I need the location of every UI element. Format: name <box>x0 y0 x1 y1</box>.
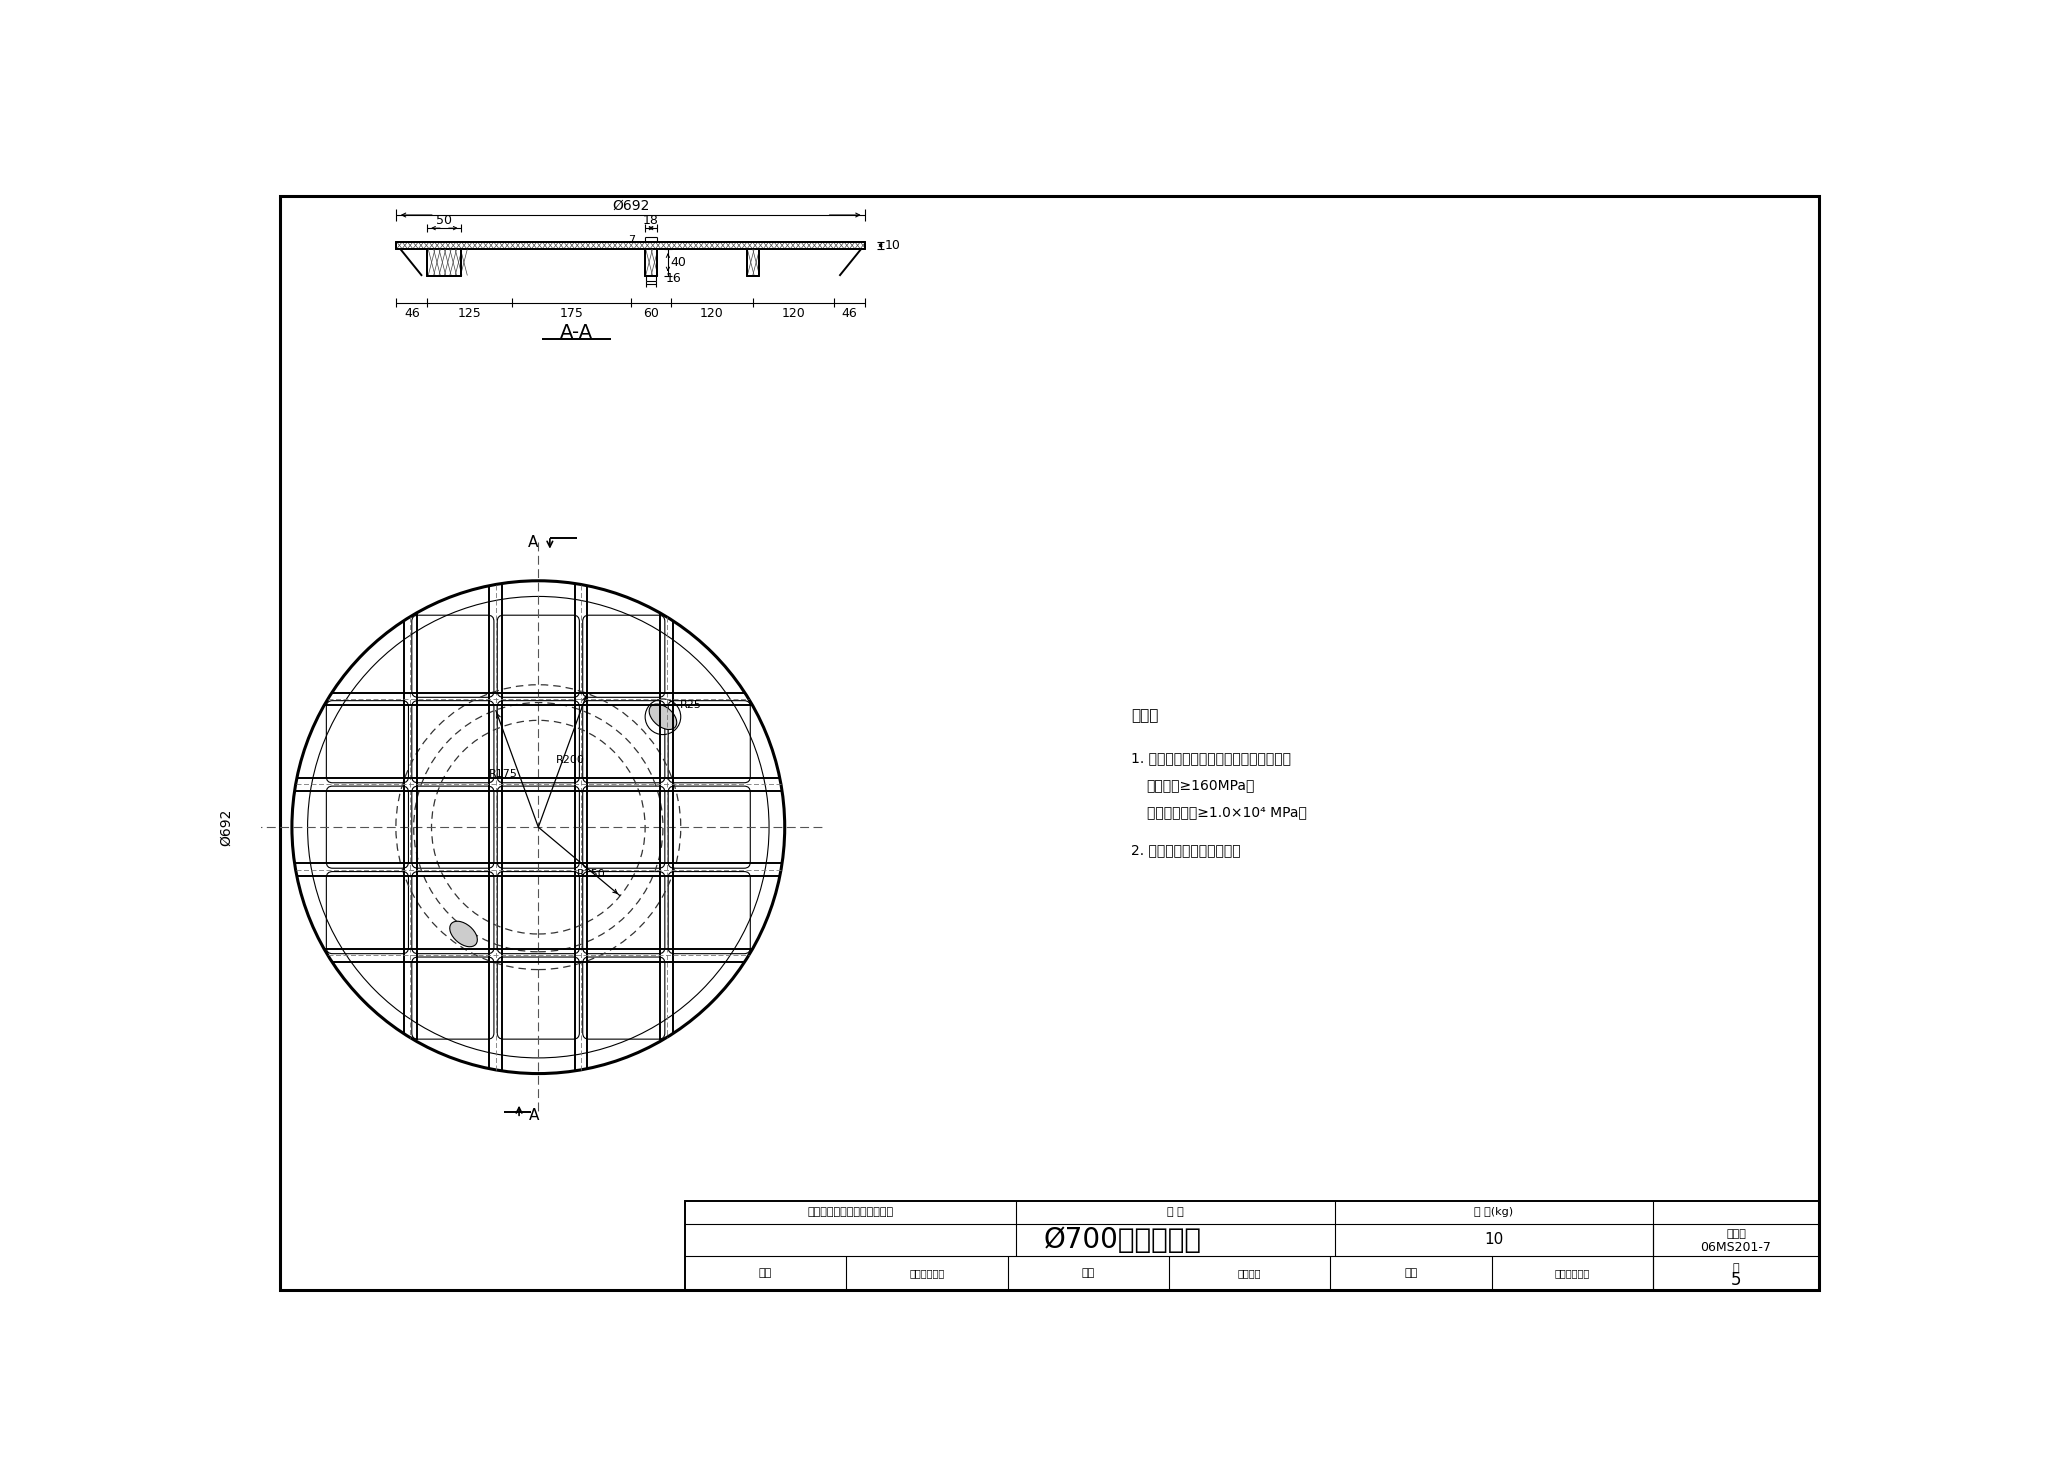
Text: A: A <box>528 535 539 550</box>
Text: 校对: 校对 <box>1081 1268 1096 1278</box>
Text: 175: 175 <box>559 307 584 321</box>
Text: R150: R150 <box>578 869 606 880</box>
Text: 重 量(kg): 重 量(kg) <box>1475 1208 1513 1217</box>
Text: 2. 外表面要求：平整光洁。: 2. 外表面要求：平整光洁。 <box>1130 843 1241 858</box>
Text: R25: R25 <box>680 700 700 710</box>
Text: Ø700玻璃钉子盖: Ø700玻璃钉子盖 <box>1044 1225 1202 1253</box>
Text: 材 料: 材 料 <box>1167 1208 1184 1217</box>
Text: 120: 120 <box>700 307 723 321</box>
Text: 06MS201-7: 06MS201-7 <box>1700 1242 1772 1255</box>
Ellipse shape <box>451 921 477 947</box>
Text: 弯曲弹性模量≥1.0×10⁴ MPa。: 弯曲弹性模量≥1.0×10⁴ MPa。 <box>1147 805 1307 819</box>
Text: 1. 材料：玻璃纤维增强塑料（玻璃钉）；: 1. 材料：玻璃纤维增强塑料（玻璃钉）； <box>1130 750 1290 765</box>
Text: 图集号: 图集号 <box>1726 1228 1747 1239</box>
Bar <box>748 249 760 277</box>
Text: A-A: A-A <box>561 322 594 341</box>
Text: 40: 40 <box>672 256 686 269</box>
Text: 温丽晖温丽晖: 温丽晖温丽晖 <box>1554 1268 1589 1278</box>
Bar <box>645 249 657 277</box>
Bar <box>428 249 461 277</box>
Text: 120: 120 <box>782 307 805 321</box>
Text: 玻璃纤维增强塑料（玻璃钉）: 玻璃纤维增强塑料（玻璃钉） <box>807 1208 893 1217</box>
Text: 60: 60 <box>643 307 659 321</box>
Bar <box>684 1200 1819 1290</box>
Text: 46: 46 <box>403 307 420 321</box>
Text: Ø692: Ø692 <box>612 199 649 213</box>
Text: R200: R200 <box>555 755 586 765</box>
Text: 郭钧水钧: 郭钧水钧 <box>1237 1268 1262 1278</box>
Text: 18: 18 <box>643 213 659 227</box>
Text: 设计: 设计 <box>1405 1268 1417 1278</box>
Text: 10: 10 <box>885 238 901 252</box>
Text: 50: 50 <box>436 213 453 227</box>
Text: 王假山乙仅入: 王假山乙仅入 <box>909 1268 944 1278</box>
Text: 审核: 审核 <box>758 1268 772 1278</box>
Text: Ø692: Ø692 <box>219 809 233 846</box>
Text: R175: R175 <box>489 769 518 780</box>
Text: 说明：: 说明： <box>1130 708 1159 724</box>
Text: 125: 125 <box>459 307 481 321</box>
Text: 弯曲强度≥160MPa；: 弯曲强度≥160MPa； <box>1147 778 1255 791</box>
Text: 16: 16 <box>666 272 682 285</box>
Text: 页: 页 <box>1733 1264 1739 1272</box>
Text: 7: 7 <box>629 234 635 244</box>
Bar <box>395 241 864 249</box>
Text: 46: 46 <box>842 307 858 321</box>
Text: 10: 10 <box>1485 1233 1503 1247</box>
Text: A: A <box>528 1109 541 1124</box>
Ellipse shape <box>649 705 676 730</box>
Text: 5: 5 <box>1731 1271 1741 1290</box>
